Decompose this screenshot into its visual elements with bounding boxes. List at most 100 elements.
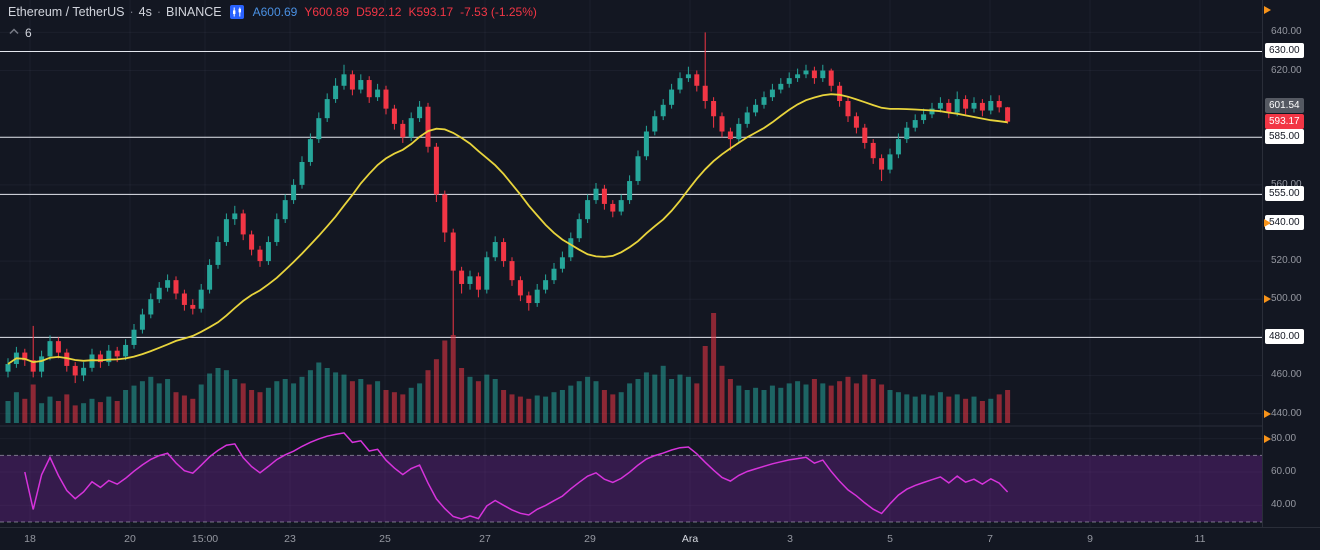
candle-body — [249, 234, 255, 250]
price-tick-label: 560.00 — [1271, 178, 1302, 190]
volume-bar — [551, 392, 557, 423]
volume-bar — [677, 374, 683, 423]
volume-bar — [509, 394, 515, 423]
candle-body — [366, 80, 372, 98]
candle-body — [627, 181, 633, 201]
volume-bar — [879, 384, 885, 423]
ma-line[interactable] — [7, 93, 1008, 365]
volume-bar — [517, 396, 523, 423]
symbol-title[interactable]: Ethereum / TetherUS — [8, 5, 125, 19]
volume-bar — [719, 365, 725, 423]
candle-body — [753, 104, 759, 113]
time-axis-label: 25 — [379, 533, 391, 545]
price-tick-label: 460.00 — [1271, 369, 1302, 381]
volume-bar — [22, 398, 28, 423]
volume-bar — [299, 376, 305, 423]
candle-body — [954, 99, 960, 113]
candle-body — [677, 78, 683, 90]
volume-bar — [795, 381, 801, 423]
volume-bar — [921, 394, 927, 423]
candle-body — [467, 276, 473, 284]
candle-body — [442, 194, 448, 233]
candle-body — [870, 142, 876, 159]
candle-body — [400, 123, 406, 138]
candle-body — [433, 146, 439, 195]
volume-bar — [433, 359, 439, 423]
alert-arrow-icon[interactable] — [1264, 5, 1271, 14]
volume-bar — [106, 396, 112, 423]
alert-arrow-icon[interactable] — [1264, 218, 1271, 227]
volume-bar — [417, 383, 423, 423]
candle-body — [711, 101, 717, 117]
legend-separator: · — [156, 5, 162, 19]
candle-body — [921, 114, 927, 121]
candle-body — [358, 80, 364, 90]
volume-bar — [652, 374, 658, 423]
volume-bar — [207, 373, 213, 423]
candle-body — [727, 131, 733, 140]
interval-label[interactable]: 4s — [138, 5, 152, 19]
volume-bar — [55, 401, 61, 423]
volume-bar — [711, 313, 717, 423]
candle-body — [669, 89, 675, 105]
rsi-line[interactable] — [24, 432, 1009, 520]
volume-bar — [543, 396, 549, 423]
candlestick-chart-icon[interactable] — [229, 5, 244, 19]
candle-body — [299, 161, 305, 185]
candle-body — [173, 280, 179, 294]
volume-bar — [870, 379, 876, 423]
volume-bar — [946, 396, 952, 423]
volume-bar — [996, 394, 1002, 423]
price-axis[interactable]: 640.00 620.00 560.00 520.00 500.00 460.00 440.… — [1262, 0, 1320, 527]
time-axis[interactable]: 18 20 15:00 23 25 27 29 Ara 3 5 7 9 11 — [0, 527, 1320, 550]
drawings-layer — [0, 50, 1262, 338]
volume-bar — [215, 368, 221, 423]
drawing-price-label: 585.00 — [1265, 129, 1304, 145]
collapse-legend-chevron-icon[interactable] — [8, 24, 20, 42]
legend-separator: · — [129, 5, 134, 19]
volume-bar — [97, 402, 103, 423]
volume-bar — [72, 405, 78, 423]
volume-bar — [963, 398, 969, 423]
candle-body — [853, 116, 859, 128]
candle-body — [139, 314, 145, 330]
volume-bar — [5, 401, 11, 423]
volume-bar — [383, 390, 389, 423]
volume-bar — [181, 395, 187, 423]
candle-body — [30, 360, 36, 372]
alert-arrow-icon[interactable] — [1264, 409, 1271, 418]
candle-body — [736, 123, 742, 140]
volume-bar — [954, 394, 960, 423]
candle-body — [795, 74, 801, 79]
candle-body — [349, 74, 355, 90]
volume-bar — [391, 392, 397, 423]
candle-body — [593, 188, 599, 201]
indicator-tick-label: 80.00 — [1271, 432, 1297, 444]
volume-bar — [333, 372, 339, 423]
volume-bar — [13, 392, 19, 423]
indicator-tick-label: 40.00 — [1271, 499, 1297, 511]
volume-bar — [853, 383, 859, 423]
candle-body — [929, 108, 935, 115]
hidden-indicator-count: 6 — [25, 26, 32, 40]
volume-bar — [408, 387, 414, 423]
time-axis-label: 29 — [584, 533, 596, 545]
candle-body — [265, 242, 271, 262]
time-axis-label: 20 — [124, 533, 136, 545]
alert-arrow-icon[interactable] — [1264, 434, 1271, 443]
time-axis-label: 3 — [787, 533, 793, 545]
candle-body — [963, 99, 969, 109]
candle-body — [333, 85, 339, 100]
volume-bar — [803, 384, 809, 423]
candle-body — [165, 280, 171, 288]
candle-body — [845, 101, 851, 117]
alert-arrow-icon[interactable] — [1264, 295, 1271, 304]
candle-body — [492, 242, 498, 258]
exchange-label[interactable]: BINANCE — [166, 5, 222, 19]
chart-canvas[interactable] — [0, 0, 1262, 527]
candle-body — [585, 200, 591, 220]
volume-bar — [291, 383, 297, 423]
candle-body — [156, 287, 162, 300]
drawing-price-label: 555.00 — [1265, 186, 1304, 202]
